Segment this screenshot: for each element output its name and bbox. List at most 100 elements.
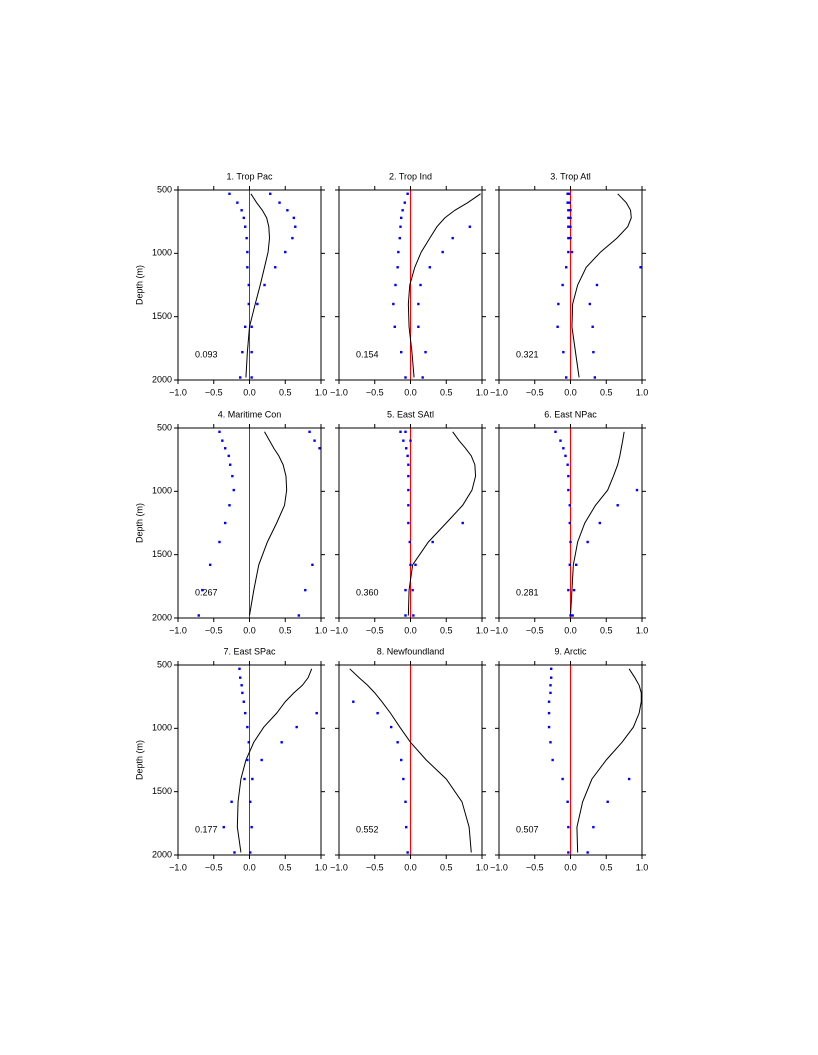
profile-dot (565, 266, 568, 269)
profile-dot (392, 302, 395, 306)
profile-dot (239, 376, 242, 379)
x-tick-label: 0.0 (564, 625, 577, 635)
profile-dot (567, 588, 570, 592)
profile-dot (406, 851, 409, 854)
profile-dot (396, 266, 399, 269)
profile-dot (407, 488, 410, 492)
y-tick-label: 500 (157, 184, 172, 194)
y-tick-label: 500 (157, 659, 172, 669)
profile-line (576, 668, 642, 853)
profile-dot (567, 236, 570, 240)
profile-dot (284, 250, 287, 254)
y-axis-label: Depth (m) (134, 265, 144, 305)
profile-dot (412, 614, 415, 617)
profile-dot (263, 283, 266, 287)
profile-dot (591, 325, 594, 328)
panel-title: 1. Trop Pac (226, 171, 273, 181)
x-tick-label: 0.0 (243, 625, 256, 635)
profile-dot (406, 454, 409, 458)
profile-dot (242, 700, 245, 703)
profile-dot (250, 325, 253, 328)
profile-dot (417, 302, 420, 306)
profile-dot (557, 302, 560, 306)
x-tick-label: −1.0 (330, 862, 348, 872)
profile-dot (201, 588, 204, 592)
profile-dot (417, 325, 420, 328)
x-tick-label: −1.0 (330, 625, 348, 635)
profile-dot (441, 250, 444, 254)
profile-dot (566, 463, 569, 466)
profile-dot (606, 800, 609, 803)
profile-dot (407, 474, 410, 478)
profile-dot (223, 521, 227, 525)
profile-dot (407, 521, 410, 525)
profile-dot (404, 614, 407, 617)
profile-dot (401, 209, 404, 212)
profile-dot (291, 236, 294, 240)
profile-dot (249, 800, 252, 803)
x-tick-label: −0.5 (526, 387, 544, 397)
x-tick-label: 0.5 (279, 862, 292, 872)
profile-dot (547, 711, 551, 715)
profile-dot (286, 209, 289, 212)
profile-dot (245, 236, 248, 240)
panel-annotation: 0.281 (516, 587, 539, 597)
panel-title: 6. East NPac (544, 409, 597, 419)
profile-dot (228, 504, 231, 507)
profile-dot (419, 283, 422, 287)
profile-line (236, 668, 313, 853)
profile-line (571, 193, 632, 378)
profile-dot (308, 430, 311, 433)
profile-dot (221, 439, 224, 442)
panel-title: 7. East SPac (223, 646, 276, 656)
profile-dot (592, 825, 595, 829)
profile-dot (451, 236, 454, 240)
profile-line (249, 431, 288, 616)
profile-dot (232, 488, 235, 492)
y-axis-label: Depth (m) (134, 740, 144, 780)
profile-dot (549, 667, 553, 670)
profile-dot (567, 216, 570, 220)
profile-dot (376, 711, 379, 715)
x-tick-label: 0.5 (440, 387, 453, 397)
profile-dot (238, 667, 241, 670)
profile-dot (593, 376, 597, 379)
profile-dot (402, 777, 405, 781)
profile-dot (561, 777, 564, 781)
profile-dot (569, 540, 572, 544)
panel-annotation: 0.507 (516, 824, 539, 834)
profile-dot (230, 800, 233, 803)
profile-dot (394, 283, 397, 287)
profile-dot (243, 777, 246, 781)
y-tick-label: 2000 (152, 849, 172, 859)
profile-dot (228, 192, 231, 195)
profile-dot (389, 725, 393, 729)
profile-dot (627, 777, 631, 781)
x-tick-label: 1.0 (636, 862, 649, 872)
profile-dot (567, 825, 570, 829)
x-tick-label: 0.0 (404, 625, 417, 635)
profile-dot (568, 201, 571, 204)
profile-dot (411, 588, 414, 592)
profile-dot (222, 825, 225, 829)
panel-title: 8. Newfoundland (377, 646, 445, 656)
profile-dot (468, 225, 472, 228)
profile-dot (572, 588, 576, 592)
profile-dot (569, 209, 572, 212)
profile-dot (231, 474, 234, 478)
profile-dot (562, 447, 565, 450)
profile-dot (269, 192, 272, 195)
x-tick-label: 1.0 (476, 387, 489, 397)
panel-title: 2. Trop Ind (389, 171, 432, 181)
x-tick-label: 1.0 (476, 862, 489, 872)
profile-dot (251, 777, 254, 781)
profile-dot (208, 563, 212, 566)
profile-dot (294, 225, 297, 228)
profile-dot (304, 588, 307, 592)
panel-title: 9. Arctic (554, 646, 587, 656)
profile-dot (404, 800, 407, 803)
x-tick-label: −1.0 (169, 387, 187, 397)
profile-dot (241, 691, 244, 695)
profile-dot (592, 350, 595, 354)
